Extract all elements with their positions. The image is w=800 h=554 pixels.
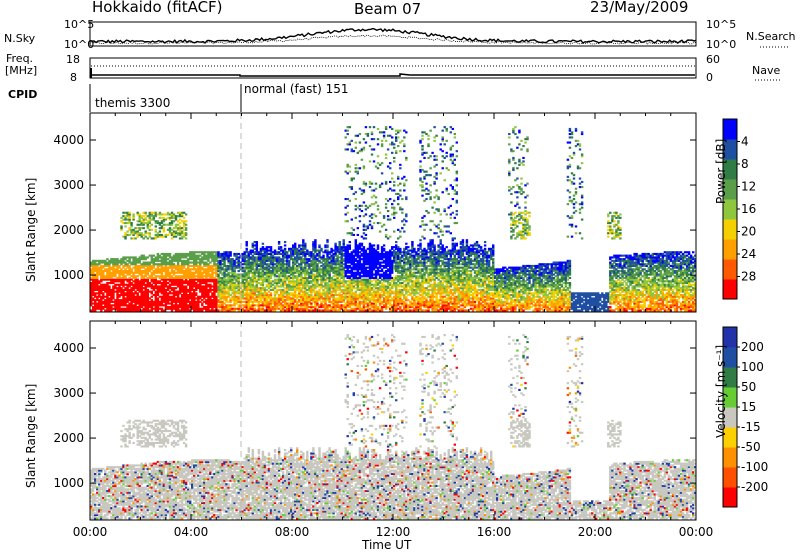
colorbar-swatch xyxy=(723,239,737,260)
x-tick-label: 20:00 xyxy=(578,525,613,539)
freq-tick-bottom: 8 xyxy=(70,71,77,84)
colorbar-tick-label: 8 xyxy=(741,157,749,171)
beam-title: Beam 07 xyxy=(354,0,422,18)
nsearch-label: N.Search xyxy=(746,30,796,43)
colorbar-tick-label: 24 xyxy=(741,247,756,261)
colorbar-tick-label: -100 xyxy=(741,460,768,474)
colorbar-swatch xyxy=(723,327,737,348)
nsky-panel xyxy=(89,21,790,48)
colorbar-swatch xyxy=(723,407,737,428)
power-ylabel: Slant Range [km] xyxy=(24,177,38,282)
colorbar-swatch xyxy=(723,387,737,408)
power-heatmap xyxy=(90,126,696,312)
colorbar-swatch xyxy=(723,467,737,488)
freq-label-line2: [MHz] xyxy=(5,64,38,77)
freq-panel xyxy=(89,57,780,81)
freq-label-line1: Freq. xyxy=(6,52,34,65)
colorbar-tick-label: 28 xyxy=(741,270,756,284)
x-tick-label: 00:00 xyxy=(679,525,714,539)
velocity-ylabel: Slant Range [km] xyxy=(24,383,38,488)
colorbar-tick-label: 200 xyxy=(741,340,764,354)
nsky-label: N.Sky xyxy=(4,32,36,45)
colorbar-tick-label: 50 xyxy=(741,380,756,394)
y-tick-label: 4000 xyxy=(53,133,84,147)
nsearch-tick-top: 10^5 xyxy=(706,18,737,31)
power-panel: 1000 2000 3000 4000 xyxy=(53,112,697,313)
nsky-tick-bottom: 10^0 xyxy=(64,38,95,51)
date-title: 23/May/2009 xyxy=(590,0,689,16)
velocity-heatmap xyxy=(90,334,696,520)
colorbar-tick-label: -50 xyxy=(741,440,761,454)
nsearch-tick-bottom: 10^0 xyxy=(706,38,737,51)
y-tick-label: 4000 xyxy=(53,341,84,355)
nave-tick-bottom: 0 xyxy=(706,71,713,84)
colorbar-tick-label: 15 xyxy=(741,400,756,414)
x-tick-label: 16:00 xyxy=(477,525,512,539)
cpid-label: CPID xyxy=(8,88,38,101)
colorbar-swatch xyxy=(723,139,737,160)
colorbar-swatch xyxy=(723,487,737,508)
x-tick-label: 04:00 xyxy=(174,525,209,539)
colorbar-tick-label: 16 xyxy=(741,202,756,216)
cpid-panel xyxy=(89,84,242,112)
y-tick-label: 2000 xyxy=(53,223,84,237)
colorbar-swatch xyxy=(723,259,737,280)
colorbar-swatch xyxy=(723,199,737,220)
y-tick-label: 1000 xyxy=(53,268,84,282)
velocity-colorbar-label: Velocity [m s⁻¹] xyxy=(714,344,728,438)
x-tick-label: 08:00 xyxy=(275,525,310,539)
freq-tick-top: 18 xyxy=(66,53,80,66)
nsearch-trace xyxy=(89,34,697,45)
colorbar-swatch xyxy=(723,427,737,448)
colorbar-tick-label: 100 xyxy=(741,360,764,374)
colorbar-swatch xyxy=(723,119,737,140)
x-tick-label: 12:00 xyxy=(376,525,411,539)
colorbar-swatch xyxy=(723,367,737,388)
colorbar-swatch xyxy=(723,219,737,240)
y-tick-label: 3000 xyxy=(53,386,84,400)
freq-trace xyxy=(91,73,695,77)
colorbar-swatch xyxy=(723,347,737,368)
y-tick-label: 2000 xyxy=(53,431,84,445)
station-title: Hokkaido (fitACF) xyxy=(92,0,223,16)
power-colorbar: 4 8 12 16 20 24 28 xyxy=(722,118,756,300)
colorbar-swatch xyxy=(723,447,737,468)
colorbar-tick-label: 12 xyxy=(741,180,756,194)
colorbar-tick-label: -15 xyxy=(741,420,761,434)
colorbar-tick-label: -200 xyxy=(741,480,768,494)
colorbar-tick-label: 20 xyxy=(741,225,756,239)
nsky-tick-top: 10^5 xyxy=(64,18,95,31)
y-tick-label: 3000 xyxy=(53,178,84,192)
power-colorbar-label: Power [dB] xyxy=(714,138,728,204)
x-tick-label: 00:00 xyxy=(73,525,108,539)
colorbar-tick-label: 4 xyxy=(741,135,749,149)
colorbar-swatch xyxy=(723,279,737,300)
nave-tick-top: 60 xyxy=(706,53,720,66)
velocity-colorbar: 200 100 50 15 -15 -50 -100 -200 xyxy=(722,326,768,508)
cpid-segment-2: normal (fast) 151 xyxy=(244,82,349,96)
y-tick-label: 1000 xyxy=(53,476,84,490)
nave-label: Nave xyxy=(752,64,781,77)
x-axis: 00:00 04:00 08:00 12:00 16:00 20:00 00:00 xyxy=(73,525,714,539)
colorbar-swatch xyxy=(723,159,737,180)
x-axis-label: Time UT xyxy=(362,538,412,552)
velocity-panel: 1000 2000 3000 4000 xyxy=(53,320,697,521)
cpid-segment-1: themis 3300 xyxy=(95,96,171,110)
colorbar-swatch xyxy=(723,179,737,200)
nsky-trace xyxy=(89,27,697,44)
